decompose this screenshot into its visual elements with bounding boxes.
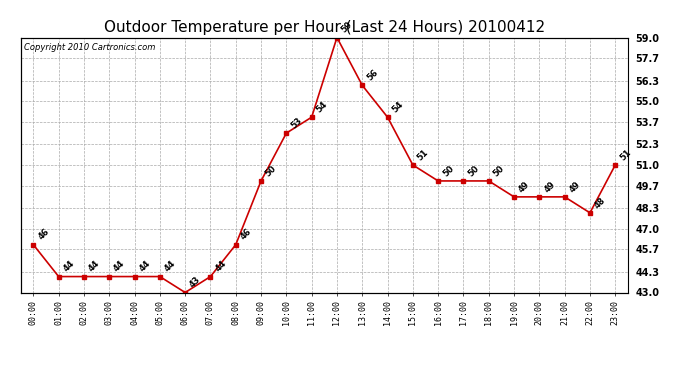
Text: 59: 59 [339,20,354,35]
Text: 50: 50 [264,164,278,178]
Text: 43: 43 [188,275,202,290]
Text: 54: 54 [391,100,405,114]
Text: 56: 56 [365,68,380,82]
Text: 46: 46 [36,227,51,242]
Text: 49: 49 [567,180,582,194]
Text: 50: 50 [491,164,506,178]
Text: Copyright 2010 Cartronics.com: Copyright 2010 Cartronics.com [23,43,155,52]
Text: 44: 44 [112,259,127,274]
Text: 48: 48 [593,195,607,210]
Text: 50: 50 [466,164,481,178]
Text: 44: 44 [61,259,76,274]
Text: 49: 49 [517,180,531,194]
Text: 44: 44 [137,259,152,274]
Text: 50: 50 [441,164,455,178]
Text: 51: 51 [618,147,633,162]
Text: 54: 54 [315,100,329,114]
Text: 51: 51 [415,147,431,162]
Text: 53: 53 [289,116,304,130]
Text: 46: 46 [239,227,253,242]
Text: 49: 49 [542,180,557,194]
Text: 44: 44 [213,259,228,274]
Text: 44: 44 [163,259,177,274]
Text: 44: 44 [87,259,101,274]
Title: Outdoor Temperature per Hour (Last 24 Hours) 20100412: Outdoor Temperature per Hour (Last 24 Ho… [104,20,545,35]
